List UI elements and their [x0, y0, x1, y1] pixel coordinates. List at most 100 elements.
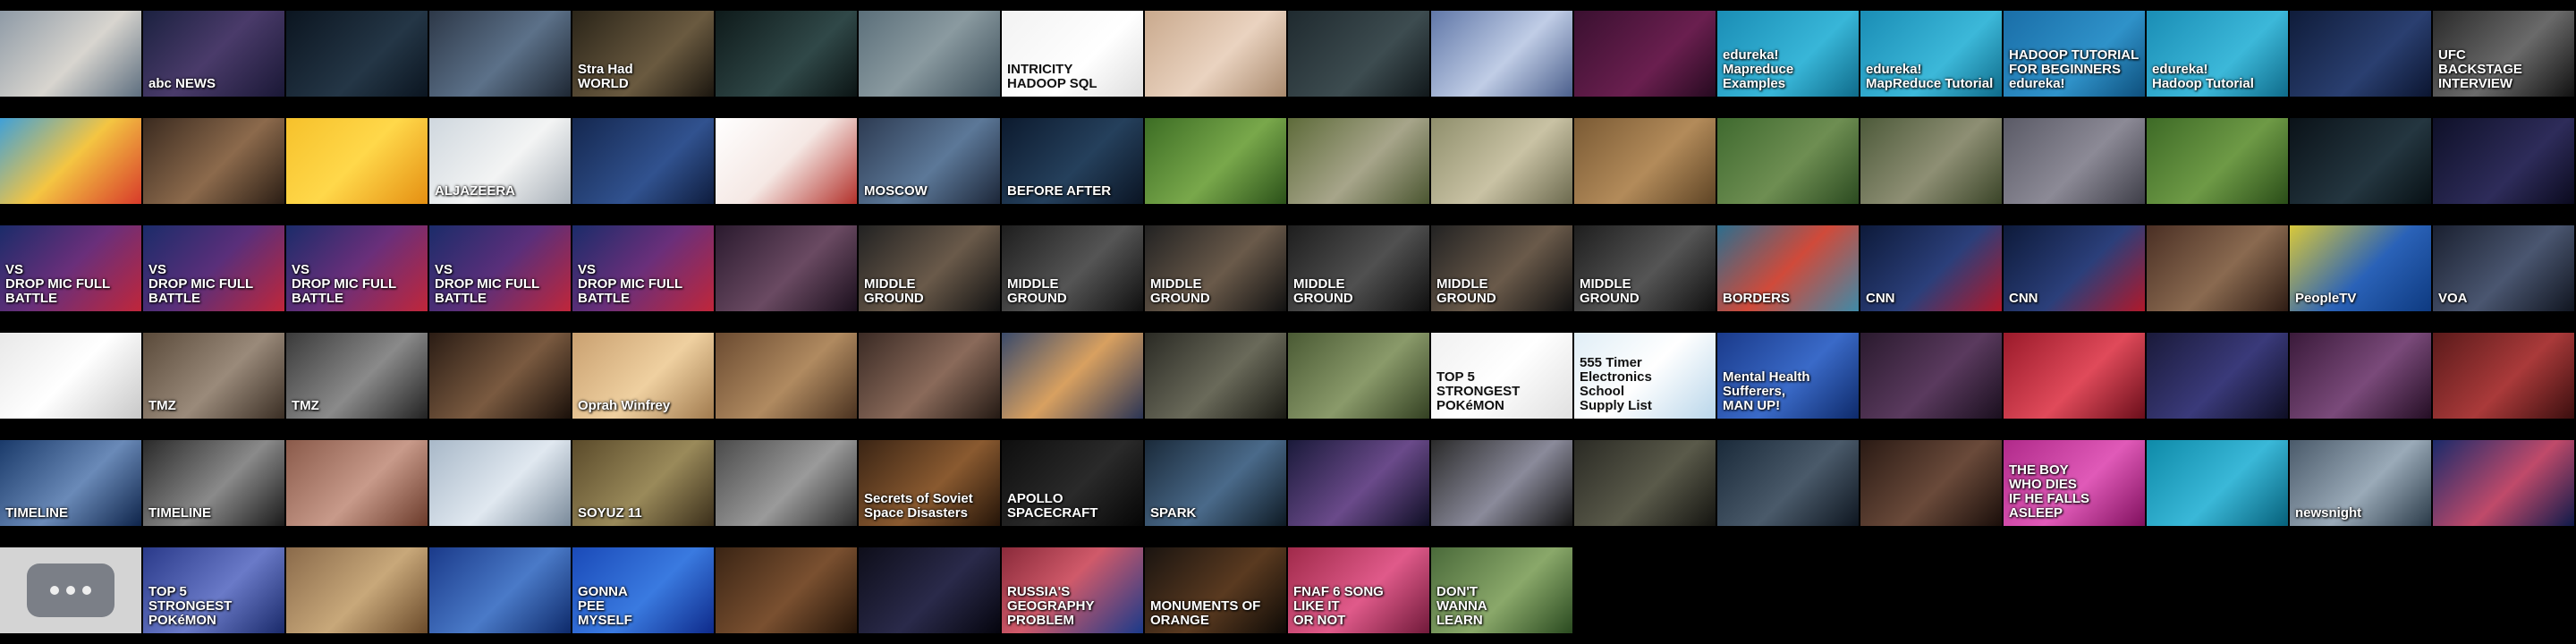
video-thumbnail[interactable] [143, 118, 284, 204]
video-thumbnail[interactable] [0, 547, 141, 633]
video-thumbnail[interactable] [286, 118, 428, 204]
more-options-icon[interactable] [27, 564, 114, 617]
video-thumbnail[interactable] [2433, 333, 2574, 419]
video-thumbnail[interactable]: VS DROP MIC FULL BATTLE [286, 225, 428, 311]
video-thumbnail[interactable]: TMZ [286, 333, 428, 419]
video-thumbnail[interactable]: VOA [2433, 225, 2574, 311]
video-thumbnail[interactable] [2147, 333, 2288, 419]
video-thumbnail[interactable]: BEFORE AFTER [1002, 118, 1143, 204]
video-thumbnail[interactable] [0, 118, 141, 204]
video-thumbnail[interactable] [859, 11, 1000, 97]
video-thumbnail[interactable]: ALJAZEERA [429, 118, 571, 204]
video-thumbnail[interactable]: edureka! MapReduce Tutorial [1860, 11, 2002, 97]
video-thumbnail[interactable]: VS DROP MIC FULL BATTLE [0, 225, 141, 311]
video-thumbnail[interactable] [429, 440, 571, 526]
video-thumbnail[interactable]: newsnight [2290, 440, 2431, 526]
video-thumbnail[interactable] [1145, 11, 1286, 97]
video-thumbnail[interactable]: BORDERS [1717, 225, 1859, 311]
video-thumbnail[interactable]: PeopleTV [2290, 225, 2431, 311]
video-thumbnail[interactable] [286, 547, 428, 633]
video-thumbnail[interactable] [716, 547, 857, 633]
video-thumbnail[interactable] [1145, 333, 1286, 419]
video-thumbnail[interactable] [716, 11, 857, 97]
video-thumbnail[interactable] [0, 333, 141, 419]
video-thumbnail[interactable]: CNN [1860, 225, 2002, 311]
video-thumbnail[interactable]: THE BOY WHO DIES IF HE FALLS ASLEEP [2004, 440, 2145, 526]
video-thumbnail[interactable] [1717, 118, 1859, 204]
video-thumbnail[interactable]: UFC BACKSTAGE INTERVIEW [2433, 11, 2574, 97]
video-thumbnail[interactable] [2433, 118, 2574, 204]
video-thumbnail[interactable]: HADOOP TUTORIAL FOR BEGINNERS edureka! [2004, 11, 2145, 97]
video-thumbnail[interactable]: VS DROP MIC FULL BATTLE [429, 225, 571, 311]
video-thumbnail[interactable]: edureka! Hadoop Tutorial [2147, 11, 2288, 97]
video-thumbnail[interactable] [2290, 118, 2431, 204]
video-thumbnail[interactable] [716, 225, 857, 311]
video-thumbnail[interactable]: MIDDLE GROUND [859, 225, 1000, 311]
video-thumbnail[interactable] [1288, 440, 1429, 526]
video-thumbnail[interactable] [1860, 440, 2002, 526]
video-thumbnail[interactable]: MIDDLE GROUND [1288, 225, 1429, 311]
video-thumbnail[interactable]: TOP 5 STRONGEST POKéMON [1431, 333, 1572, 419]
video-thumbnail[interactable] [2004, 333, 2145, 419]
video-thumbnail[interactable] [2004, 118, 2145, 204]
video-thumbnail[interactable]: GONNA PEE MYSELF [572, 547, 714, 633]
video-thumbnail[interactable]: CNN [2004, 225, 2145, 311]
video-thumbnail[interactable]: MIDDLE GROUND [1002, 225, 1143, 311]
video-thumbnail[interactable]: MONUMENTS OF ORANGE [1145, 547, 1286, 633]
video-thumbnail[interactable]: MOSCOW [859, 118, 1000, 204]
video-thumbnail[interactable] [429, 333, 571, 419]
video-thumbnail[interactable]: APOLLO SPACECRAFT [1002, 440, 1143, 526]
video-thumbnail[interactable] [286, 440, 428, 526]
video-thumbnail[interactable]: abc NEWS [143, 11, 284, 97]
video-thumbnail[interactable] [572, 118, 714, 204]
video-thumbnail[interactable] [429, 11, 571, 97]
video-thumbnail[interactable]: MIDDLE GROUND [1145, 225, 1286, 311]
video-thumbnail[interactable]: TMZ [143, 333, 284, 419]
video-thumbnail[interactable]: INTRICITY HADOOP SQL [1002, 11, 1143, 97]
video-thumbnail[interactable]: SOYUZ 11 [572, 440, 714, 526]
video-thumbnail[interactable] [1288, 118, 1429, 204]
video-thumbnail[interactable] [286, 11, 428, 97]
video-thumbnail[interactable] [2433, 440, 2574, 526]
video-thumbnail[interactable] [1431, 440, 1572, 526]
video-thumbnail[interactable] [1717, 440, 1859, 526]
video-thumbnail[interactable] [1431, 118, 1572, 204]
video-thumbnail[interactable]: Oprah Winfrey [572, 333, 714, 419]
video-thumbnail[interactable] [0, 11, 141, 97]
video-thumbnail[interactable] [1288, 333, 1429, 419]
video-thumbnail[interactable]: RUSSIA'S GEOGRAPHY PROBLEM [1002, 547, 1143, 633]
video-thumbnail[interactable] [1288, 11, 1429, 97]
video-thumbnail[interactable]: MIDDLE GROUND [1574, 225, 1716, 311]
video-thumbnail[interactable]: VS DROP MIC FULL BATTLE [143, 225, 284, 311]
video-thumbnail[interactable] [859, 547, 1000, 633]
video-thumbnail[interactable]: Mental Health Sufferers, MAN UP! [1717, 333, 1859, 419]
video-thumbnail[interactable]: TOP 5 STRONGEST POKéMON [143, 547, 284, 633]
video-thumbnail[interactable]: SPARK [1145, 440, 1286, 526]
video-thumbnail[interactable] [716, 118, 857, 204]
video-thumbnail[interactable] [1002, 333, 1143, 419]
video-thumbnail[interactable] [1431, 11, 1572, 97]
video-thumbnail[interactable] [429, 547, 571, 633]
video-thumbnail[interactable]: MIDDLE GROUND [1431, 225, 1572, 311]
video-thumbnail[interactable]: TIMELINE [143, 440, 284, 526]
video-thumbnail[interactable] [1574, 118, 1716, 204]
video-thumbnail[interactable]: 555 Timer Electronics School Supply List [1574, 333, 1716, 419]
video-thumbnail[interactable] [1860, 118, 2002, 204]
video-thumbnail[interactable]: FNAF 6 SONG LIKE IT OR NOT [1288, 547, 1429, 633]
video-thumbnail[interactable] [2290, 333, 2431, 419]
video-thumbnail[interactable] [2147, 225, 2288, 311]
video-thumbnail[interactable] [859, 333, 1000, 419]
video-thumbnail[interactable]: Stra Had WORLD [572, 11, 714, 97]
video-thumbnail[interactable] [1145, 118, 1286, 204]
video-thumbnail[interactable]: Secrets of Soviet Space Disasters [859, 440, 1000, 526]
video-thumbnail[interactable] [2290, 11, 2431, 97]
video-thumbnail[interactable] [1574, 11, 1716, 97]
video-thumbnail[interactable] [716, 440, 857, 526]
video-thumbnail[interactable] [1860, 333, 2002, 419]
video-thumbnail[interactable] [2147, 118, 2288, 204]
video-thumbnail[interactable] [2147, 440, 2288, 526]
video-thumbnail[interactable] [716, 333, 857, 419]
video-thumbnail[interactable]: edureka! Mapreduce Examples [1717, 11, 1859, 97]
video-thumbnail[interactable] [1574, 440, 1716, 526]
video-thumbnail[interactable]: VS DROP MIC FULL BATTLE [572, 225, 714, 311]
